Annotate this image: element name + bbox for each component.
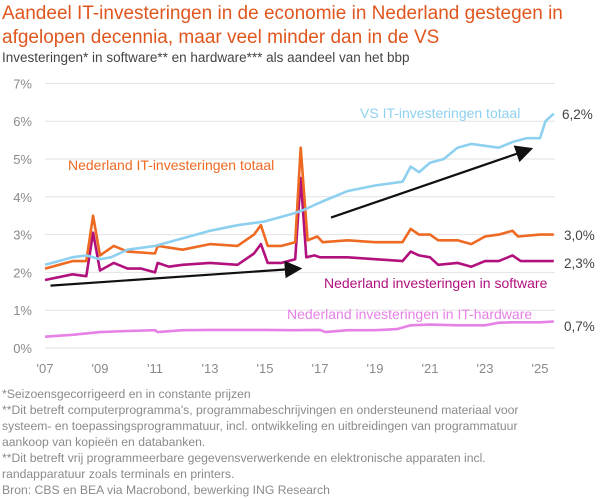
y-tick-label: 6% <box>13 114 32 129</box>
y-tick-label: 5% <box>13 152 32 167</box>
series-line-vs-it-investeringen-totaal <box>44 112 555 267</box>
x-tick-label: '15 <box>257 361 274 376</box>
y-tick-label: 3% <box>13 228 32 243</box>
end-label-nl-hardware: 0,7% <box>564 319 595 334</box>
y-tick-label: 1% <box>13 303 32 318</box>
x-tick-label: '07 <box>37 361 54 376</box>
series-label-nl-software: Nederland investeringen in software <box>324 275 548 291</box>
chart-title: Aandeel IT-investeringen in de economie … <box>2 3 563 48</box>
series-line-nederland-investeringen-in-software <box>44 176 554 282</box>
series-line-nederland-investeringen-in-it-hardware <box>44 320 554 338</box>
footnote: aankoop van kopieën en databanken. <box>2 435 206 449</box>
x-tick-label: '11 <box>147 361 163 376</box>
trend-arrow <box>50 260 303 287</box>
series-label-vs: VS IT-investeringen totaal <box>360 105 520 121</box>
footnote: **Dit betreft vrij programmeerbare gegev… <box>2 451 486 465</box>
series-label-nl-total: Nederland IT-investeringen totaal <box>68 157 274 173</box>
x-tick-label: '25 <box>532 361 549 376</box>
end-label-nl-total: 3,0% <box>564 228 595 243</box>
trend-arrow <box>330 145 534 219</box>
end-label-nl-software: 2,3% <box>564 256 595 271</box>
y-tick-label: 4% <box>13 190 32 205</box>
x-tick-label: '23 <box>477 361 494 376</box>
source-note: Bron: CBS en BEA via Macrobond, bewerkin… <box>2 483 330 497</box>
y-tick-label: 2% <box>13 265 32 280</box>
footnote: systeem- en toepassingsprogrammatuur, in… <box>2 419 518 433</box>
x-tick-label: '17 <box>312 361 329 376</box>
chart-subtitle: Investeringen* in software** en hardware… <box>2 50 410 65</box>
end-label-vs: 6,2% <box>562 107 593 122</box>
x-tick-label: '21 <box>422 361 439 376</box>
y-tick-label: 0% <box>13 341 32 356</box>
y-tick-label: 7% <box>13 76 32 91</box>
footnote: *Seizoensgecorrigeerd en in constante pr… <box>2 387 251 401</box>
footnotes: *Seizoensgecorrigeerd en in constante pr… <box>2 386 519 498</box>
x-tick-label: '13 <box>202 361 219 376</box>
footnote: randapparatuur zoals terminals en printe… <box>2 467 235 481</box>
series-label-nl-hardware: Nederland investeringen in IT-hardware <box>287 306 532 322</box>
footnote: **Dit betreft computerprogramma's, progr… <box>2 403 519 417</box>
x-tick-label: '19 <box>367 361 384 376</box>
x-tick-label: '09 <box>92 361 109 376</box>
